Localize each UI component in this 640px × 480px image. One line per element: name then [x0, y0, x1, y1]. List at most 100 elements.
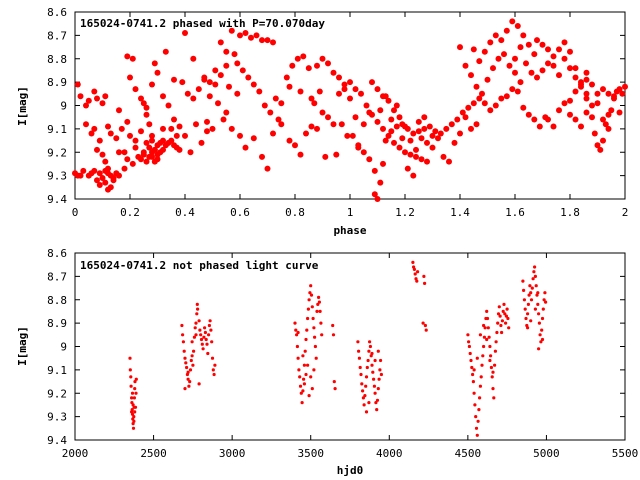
data-point: [572, 65, 579, 72]
data-point: [498, 37, 505, 44]
data-point: [124, 156, 131, 163]
data-point: [360, 121, 367, 128]
data-point: [160, 137, 166, 144]
data-point: [116, 107, 122, 114]
data-point: [481, 48, 488, 55]
data-point: [270, 39, 276, 46]
data-point: [473, 403, 477, 407]
data-point: [388, 116, 395, 123]
data-point: [536, 302, 540, 306]
data-point: [379, 372, 383, 377]
data-point: [201, 74, 208, 81]
data-point: [506, 62, 513, 69]
data-point: [421, 114, 428, 121]
data-point: [498, 95, 505, 102]
data-point: [205, 342, 209, 346]
data-point: [528, 284, 532, 288]
data-point: [492, 102, 499, 109]
data-point: [370, 351, 374, 356]
data-point: [132, 144, 139, 151]
data-point: [309, 284, 313, 288]
data-point: [149, 81, 155, 88]
data-point: [591, 130, 598, 137]
data-point: [83, 102, 89, 109]
data-point: [129, 375, 133, 379]
data-point: [517, 79, 524, 86]
data-point: [195, 86, 202, 93]
data-point: [188, 380, 192, 384]
data-point: [187, 384, 191, 388]
data-point: [314, 62, 320, 69]
data-point: [331, 323, 335, 328]
data-point: [597, 146, 604, 153]
data-point: [468, 125, 474, 132]
data-point: [91, 88, 98, 95]
data-point: [404, 165, 411, 172]
data-point: [374, 401, 378, 405]
data-point: [393, 123, 400, 130]
data-point: [525, 111, 532, 118]
data-point: [237, 132, 243, 139]
data-point: [102, 179, 109, 186]
data-point: [250, 135, 257, 142]
data-point: [459, 109, 466, 116]
y-tick-label: 8.8: [47, 53, 67, 66]
data-point: [190, 95, 197, 102]
data-point: [525, 41, 532, 48]
data-point: [414, 277, 418, 281]
data-point: [105, 123, 111, 130]
data-point: [479, 375, 483, 379]
data-point: [471, 372, 475, 377]
data-point: [537, 321, 542, 325]
data-point: [523, 60, 529, 67]
data-point: [180, 323, 184, 328]
data-point: [494, 340, 498, 344]
data-point: [545, 116, 551, 123]
data-point: [526, 312, 530, 316]
data-point: [304, 337, 308, 342]
data-point: [91, 167, 98, 174]
data-point: [410, 130, 417, 137]
data-point: [517, 44, 524, 51]
data-point: [212, 67, 219, 74]
data-point: [237, 32, 243, 39]
data-point: [306, 307, 310, 311]
data-point: [500, 330, 504, 335]
data-point: [94, 177, 100, 184]
data-point: [116, 172, 122, 179]
data-point: [99, 151, 106, 158]
data-point: [317, 300, 321, 304]
data-point: [196, 307, 200, 311]
data-point: [270, 130, 276, 137]
data-point: [605, 90, 612, 97]
data-point: [302, 382, 306, 386]
data-point: [132, 419, 136, 423]
data-point: [490, 65, 496, 72]
data-point: [594, 90, 601, 97]
data-point: [608, 107, 615, 114]
data-point: [594, 100, 601, 107]
data-point: [541, 307, 545, 311]
data-point: [375, 408, 379, 412]
data-point: [190, 340, 194, 344]
data-point: [131, 426, 136, 430]
data-point: [370, 363, 374, 367]
data-point: [594, 142, 601, 149]
data-point: [300, 401, 304, 405]
data-point: [537, 312, 541, 316]
x-tick-label: 0.8: [285, 206, 305, 219]
data-point: [539, 340, 543, 344]
data-point: [466, 333, 470, 337]
data-point: [376, 387, 380, 391]
data-point: [171, 116, 177, 123]
data-point: [344, 132, 351, 139]
data-point: [272, 95, 279, 102]
data-point: [501, 51, 507, 58]
data-point: [484, 76, 491, 83]
data-point: [482, 323, 486, 328]
data-point: [490, 375, 494, 379]
data-point: [319, 109, 326, 116]
data-point: [476, 58, 483, 65]
data-point: [422, 274, 426, 278]
data-point: [526, 326, 530, 330]
